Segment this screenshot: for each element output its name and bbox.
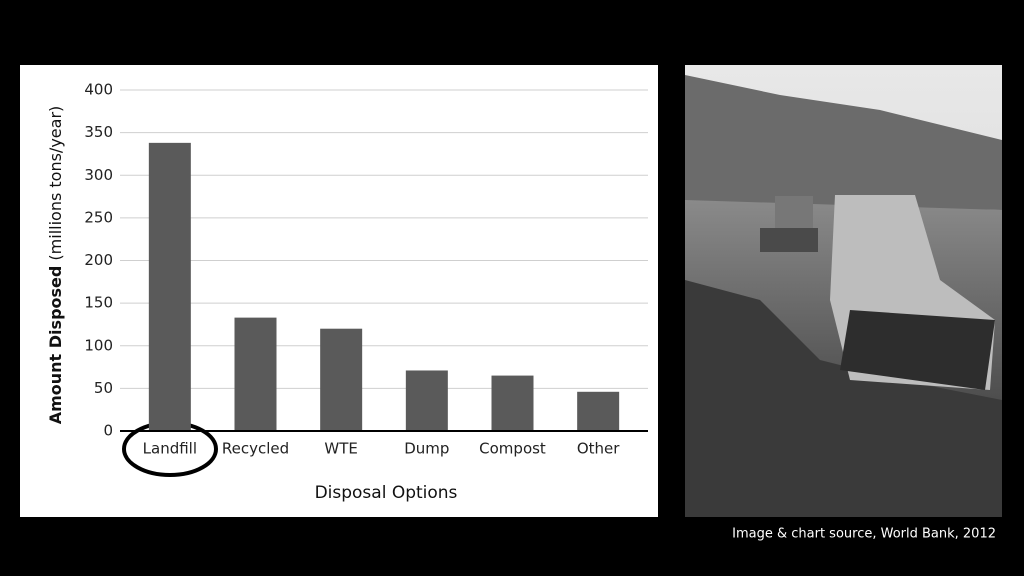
y-tick-label: 400: [84, 81, 113, 99]
y-tick-label: 150: [84, 294, 113, 312]
y-tick-label: 250: [84, 208, 113, 226]
y-axis-title-unit: (millions tons/year): [46, 106, 65, 261]
y-axis-title-main: Amount Disposed: [46, 266, 65, 425]
y-tick-label: 0: [103, 422, 113, 440]
y-tick-label: 50: [94, 379, 113, 397]
x-tick-label: Recycled: [222, 440, 289, 458]
x-tick-label: Landfill: [143, 440, 197, 458]
bar: [148, 142, 191, 432]
photo: [685, 65, 1002, 517]
bar: [405, 370, 448, 431]
bar: [491, 375, 534, 431]
caption: Image & chart source, World Bank, 2012: [732, 527, 996, 542]
bar: [577, 391, 620, 431]
bar: [234, 317, 277, 431]
x-tick-label: Other: [577, 440, 620, 458]
y-tick-label: 200: [84, 251, 113, 269]
x-tick-label: Compost: [479, 440, 546, 458]
bar: [320, 328, 363, 431]
y-tick-label: 100: [84, 336, 113, 354]
y-tick-label: 350: [84, 123, 113, 141]
y-axis-title: Amount Disposed (millions tons/year): [46, 106, 65, 425]
x-axis-title: Disposal Options: [315, 483, 458, 503]
x-tick-label: Dump: [404, 440, 449, 458]
y-tick-label: 300: [84, 166, 113, 184]
x-tick-label: WTE: [324, 440, 357, 458]
